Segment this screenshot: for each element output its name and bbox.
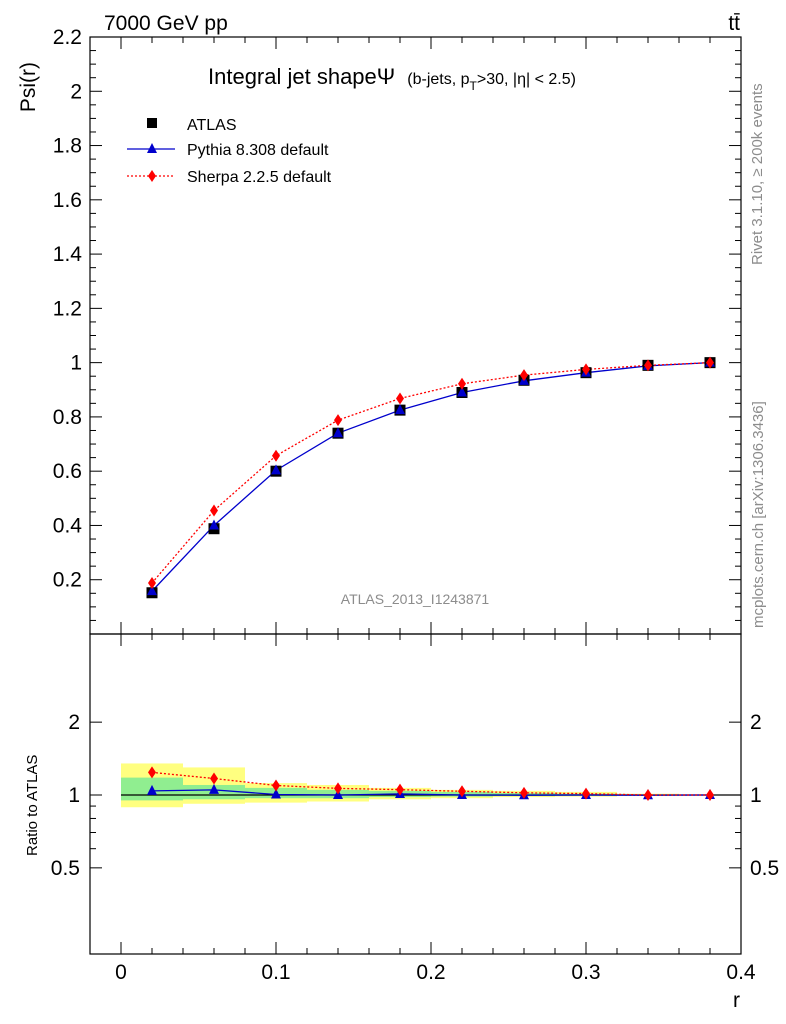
sherpa-data-point [458, 377, 466, 390]
legend-marker-sherpa [148, 170, 156, 182]
ratio-sherpa-point [644, 789, 652, 801]
process-label: tt̄ [728, 12, 740, 35]
chart-title-sub-suffix: >30, |η| < 2.5) [477, 71, 576, 88]
ratio-y-tick-label-right: 1 [750, 784, 762, 807]
legend-marker-atlas [147, 118, 157, 128]
analysis-watermark: ATLAS_2013_I1243871 [341, 591, 490, 607]
ratio-sherpa-point [396, 783, 404, 796]
ratio-sherpa-line [151, 771, 710, 796]
y-tick-label: 1.2 [53, 297, 82, 320]
sherpa-data-point [706, 356, 714, 369]
rivet-label: Rivet 3.1.10, ≥ 200k events [749, 83, 766, 265]
y-tick-label: 1.4 [53, 243, 83, 266]
pythia-data-point [147, 585, 157, 596]
ratio-plot-frame [89, 633, 742, 955]
ratio-sherpa-point [520, 786, 528, 799]
ratio-pythia-point [147, 784, 157, 795]
pythia-data-point [457, 386, 467, 397]
sherpa-data-point [148, 576, 156, 589]
y-tick-label: 0.8 [53, 406, 82, 429]
sherpa-data-point [334, 414, 342, 427]
legend-label-sherpa: Sherpa 2.2.5 default [187, 169, 332, 186]
ratio-sherpa-point [458, 785, 466, 798]
x-tick-label: 0 [115, 961, 127, 984]
y-tick-label: 0.2 [53, 569, 82, 592]
legend-marker-pythia [147, 143, 157, 153]
chart-title-main: Integral jet shapeΨ [208, 64, 395, 89]
pythia-series-line [151, 361, 711, 592]
ratio-pythia-point [209, 783, 219, 794]
legend-label-atlas: ATLAS [187, 117, 237, 134]
pythia-data-point [271, 464, 281, 475]
sherpa-data-point [396, 392, 404, 405]
energy-label: 7000 GeV pp [104, 12, 228, 35]
chart-title: Integral jet shapeΨ (b-jets, pT>30, |η| … [208, 64, 576, 93]
x-tick-label: 0.2 [416, 961, 445, 984]
main-y-axis-label: Psi(r) [17, 62, 40, 112]
ratio-sherpa-point [210, 772, 218, 785]
ratio-y-tick-label: 2 [68, 711, 80, 734]
x-tick-label: 0.3 [571, 961, 600, 984]
sherpa-data-point [582, 363, 590, 376]
ratio-y-tick-label: 1 [68, 784, 80, 807]
legend-label-pythia: Pythia 8.308 default [187, 142, 329, 159]
y-tick-label: 2 [70, 80, 82, 103]
ratio-y-tick-label-right: 0.5 [750, 857, 779, 880]
mcplots-label: mcplots.cern.ch [arXiv:1306.3436] [750, 401, 767, 628]
ratio-pythia-point [271, 788, 281, 799]
pythia-data-point [395, 404, 405, 415]
ratio-sherpa-point [272, 779, 280, 792]
pythia-data-point [209, 519, 219, 530]
ratio-sherpa-point [148, 766, 156, 779]
x-tick-label: 0.1 [261, 961, 290, 984]
ratio-sherpa-point [706, 789, 714, 801]
pythia-data-point [333, 427, 343, 438]
main-panel: 0.2 0.4 0.6 0.8 1 1.2 1.4 1.6 1.8 2 2.2 Psi(r) Int… [17, 26, 742, 635]
x-axis-label: r [733, 989, 740, 1012]
y-tick-label: 0.4 [53, 514, 83, 537]
y-tick-label: 1.6 [53, 189, 82, 212]
ratio-pythia-line [151, 789, 711, 796]
ratio-y-tick-label: 0.5 [51, 857, 80, 880]
ratio-sherpa-point [334, 782, 342, 795]
y-tick-label: 1.8 [53, 135, 82, 158]
ratio-y-axis-label: Ratio to ATLAS [24, 755, 41, 856]
chart-title-sub-subscript: T [470, 79, 478, 93]
y-tick-label: 1 [70, 352, 82, 375]
y-tick-label: 2.2 [53, 26, 82, 49]
sherpa-data-point [210, 504, 218, 517]
y-tick-label: 0.6 [53, 460, 82, 483]
chart-title-sub: (b-jets, p [407, 71, 469, 88]
sherpa-data-point [644, 359, 652, 372]
sherpa-data-point [520, 369, 528, 382]
ratio-panel: 0.5 0.51 12 2 0 0.1 0.2 0.3 0.4 Ratio to ATLAS … [24, 633, 779, 1012]
ratio-sherpa-point [582, 787, 590, 800]
x-tick-label: 0.4 [726, 961, 756, 984]
sherpa-series-line [151, 361, 711, 584]
sherpa-data-point [272, 449, 280, 462]
legend: ATLAS Pythia 8.308 default Sherpa 2.2.5 … [127, 117, 332, 186]
ratio-y-tick-label-right: 2 [750, 711, 762, 734]
